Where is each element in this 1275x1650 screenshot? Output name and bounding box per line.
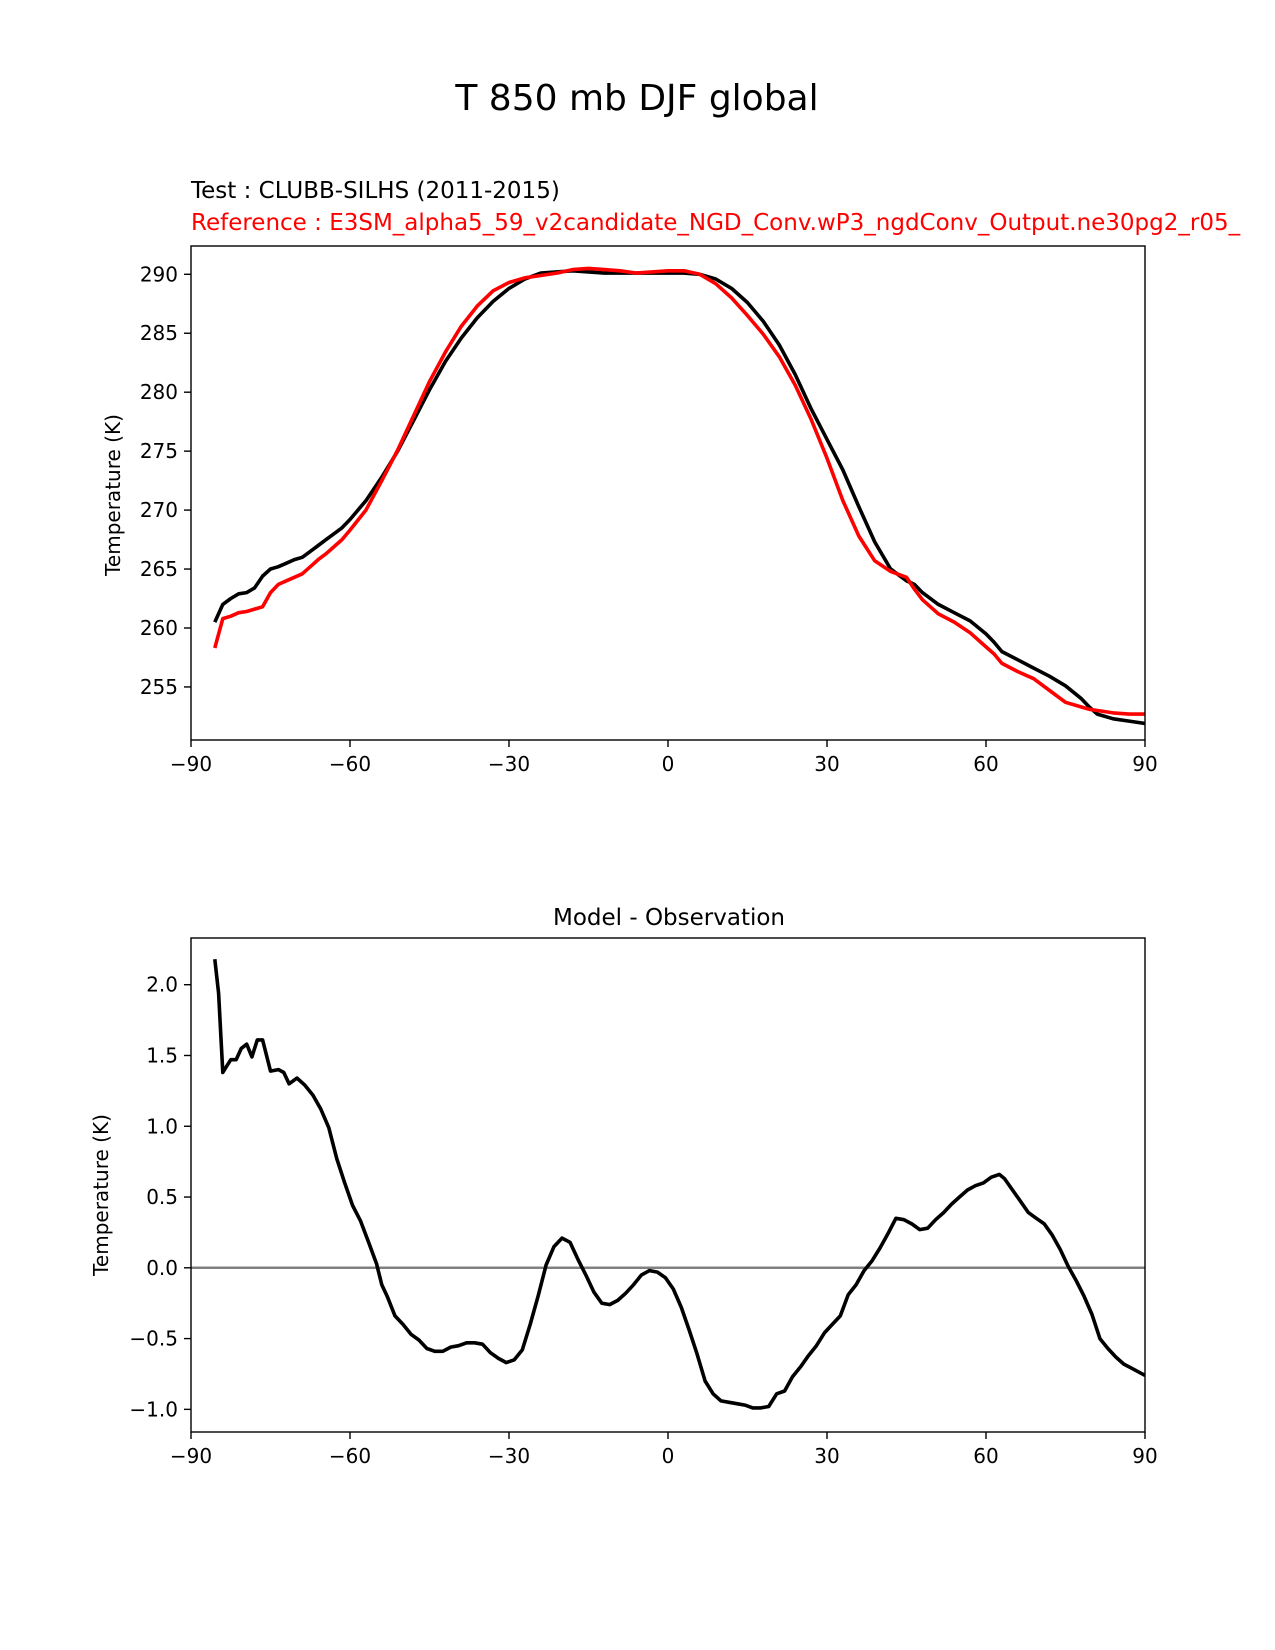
top-y-tick-label: 265	[140, 557, 178, 581]
top-y-tick-label: 260	[140, 616, 178, 640]
top-x-tick-label: 30	[814, 752, 839, 776]
bottom-y-tick-label: 0.0	[146, 1256, 178, 1280]
bottom-x-tick-label: 90	[1132, 1444, 1157, 1468]
top-y-tick-label: 290	[140, 262, 178, 286]
top-y-tick-label: 285	[140, 321, 178, 345]
bottom-x-tick-label: 60	[973, 1444, 998, 1468]
reference-label: Reference : E3SM_alpha5_59_v2candidate_N…	[191, 210, 1241, 236]
bottom-y-tick-label: 2.0	[146, 973, 178, 997]
top-x-tick-label: 90	[1132, 752, 1157, 776]
top-ylabel: Temperature (K)	[101, 414, 125, 577]
bottom-x-tick-label: 0	[662, 1444, 675, 1468]
bottom-axes-frame	[190, 937, 1146, 1433]
bottom-ylabel: Temperature (K)	[89, 1114, 113, 1277]
bottom-y-tick-label: −1.0	[129, 1397, 178, 1421]
top-test-series-line	[213, 269, 1145, 726]
top-axes-frame	[190, 245, 1146, 741]
top-plot-area: −90 −60 −30 0 30 60 90 255 260 265 270 275 280 285 290	[140, 245, 1158, 776]
top-y-tick-label: 270	[140, 498, 178, 522]
top-x-tick-label: −90	[170, 752, 212, 776]
bottom-y-tick-label: 1.0	[146, 1114, 178, 1138]
test-label: Test : CLUBB-SILHS (2011-2015)	[190, 178, 560, 204]
bottom-panel-title: Model - Observation	[553, 905, 785, 931]
top-x-tick-label: −30	[488, 752, 530, 776]
bottom-plot-area: −90 −60 −30 0 30 60 90 −1.0 −0.5 0.0 0.5 1.0 1.5 2.0	[129, 937, 1158, 1468]
bottom-x-tick-label: −30	[488, 1444, 530, 1468]
bottom-x-tick-label: 30	[814, 1444, 839, 1468]
top-x-tick-label: 0	[662, 752, 675, 776]
bottom-y-tick-label: 0.5	[146, 1185, 178, 1209]
bottom-y-tick-label: 1.5	[146, 1043, 178, 1067]
top-y-tick-label: 280	[140, 380, 178, 404]
figure-title: T 850 mb DJF global	[454, 78, 818, 119]
top-panel: Test : CLUBB-SILHS (2011-2015) Reference…	[101, 178, 1241, 776]
bottom-x-tick-label: −90	[170, 1444, 212, 1468]
top-x-tick-label: −60	[329, 752, 371, 776]
top-y-tick-label: 275	[140, 439, 178, 463]
bottom-panel: Model - Observation Temperature (K) −90−…	[89, 905, 1158, 1468]
top-x-tick-label: 60	[973, 752, 998, 776]
bottom-y-tick-label: −0.5	[129, 1327, 178, 1351]
top-reference-series-line	[213, 266, 1145, 716]
top-y-tick-label: 255	[140, 675, 178, 699]
bottom-test-series-line	[213, 959, 1145, 1410]
bottom-x-tick-label: −60	[329, 1444, 371, 1468]
